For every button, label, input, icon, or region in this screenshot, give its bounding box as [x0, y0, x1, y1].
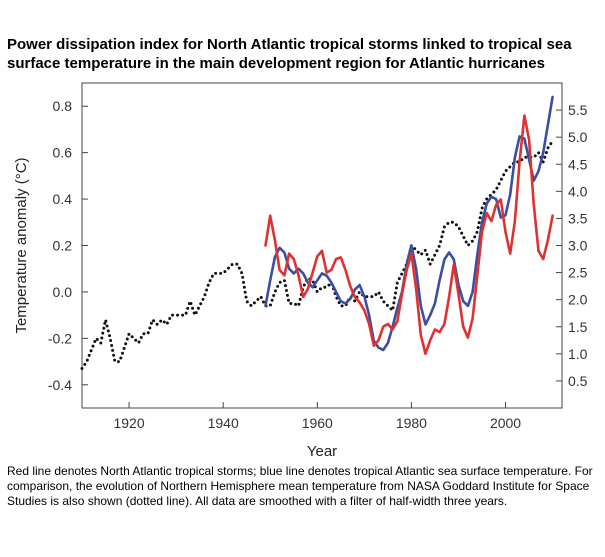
y-tick-label: 0.6: [53, 145, 73, 161]
y2-tick-label: 5.5: [568, 102, 588, 118]
y2-tick-label: 1.5: [568, 319, 588, 335]
y-tick-label: 0.4: [53, 191, 73, 207]
dotted-series-line: [80, 139, 555, 370]
y2-tick-label: 2.5: [568, 265, 588, 281]
y-tick-label: 0.0: [53, 284, 73, 300]
y2-tick-label: 2.0: [568, 292, 588, 308]
chart: -0.4 -0.2 0.0 0.2 0.4 0.6 0.8 0.5 1.0 1.5 2.0 2.5 3.…: [13, 82, 588, 460]
x-tick-label: 1960: [302, 415, 333, 431]
y2-tick-label: 5.0: [568, 129, 588, 145]
x-axis-title: Year: [307, 443, 337, 460]
y-tick-label: 0.2: [53, 238, 73, 254]
y-tick-label: -0.4: [48, 377, 72, 393]
x-tick-label: 1920: [113, 415, 144, 431]
y2-tick-label: 0.5: [568, 373, 588, 389]
plot-frame: [81, 82, 563, 409]
y2-tick-label: 1.0: [568, 346, 588, 362]
red-series-line: [264, 114, 554, 356]
y2-tick-label: 3.5: [568, 210, 588, 226]
y-axis-title: Temperature anomaly (°C): [13, 157, 30, 333]
y2-tick-label: 3.0: [568, 238, 588, 254]
y-tick-label: 0.8: [53, 98, 73, 114]
x-tick-label: 1980: [396, 415, 427, 431]
blue-series-line: [264, 95, 554, 352]
y2-tick-label: 4.0: [568, 183, 588, 199]
chart-title: Power dissipation index for North Atlant…: [7, 36, 572, 72]
chart-caption: Red line denotes North Atlantic tropical…: [7, 464, 593, 508]
x-tick-label: 1940: [208, 415, 239, 431]
y-tick-label: -0.2: [48, 330, 72, 346]
x-tick-label: 2000: [490, 415, 521, 431]
y2-tick-label: 4.5: [568, 156, 588, 172]
